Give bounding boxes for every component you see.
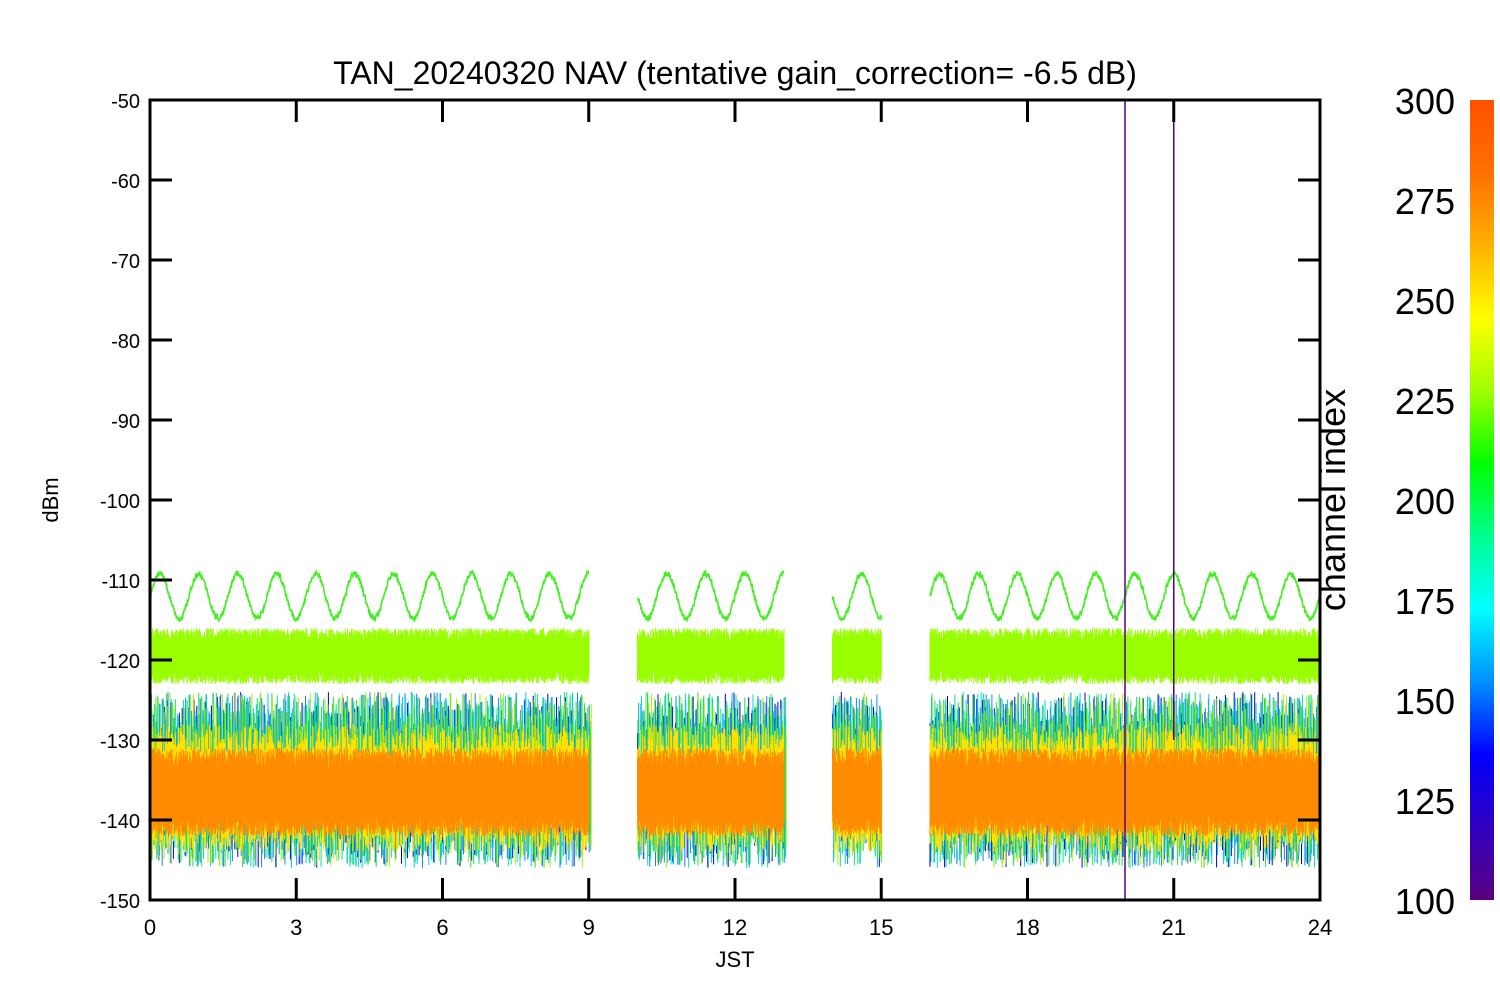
colorbar-tick-label: 275 bbox=[1395, 181, 1455, 222]
colorbar-tick-label: 175 bbox=[1395, 581, 1455, 622]
colorbar-tick-label: 300 bbox=[1395, 81, 1455, 122]
x-tick-label: 9 bbox=[583, 915, 595, 940]
x-tick-label: 6 bbox=[436, 915, 448, 940]
y-tick-label: -150 bbox=[100, 891, 140, 913]
series-upper-green-band bbox=[150, 628, 1320, 684]
x-tick-label: 21 bbox=[1162, 915, 1186, 940]
colorbar-tick-label: 100 bbox=[1395, 881, 1455, 922]
oscillating-trace bbox=[636, 569, 785, 623]
x-axis-label: JST bbox=[715, 947, 754, 972]
colorbar-tick-label: 200 bbox=[1395, 481, 1455, 522]
colorbar-tick-label: 150 bbox=[1395, 681, 1455, 722]
colorbar-ticks: 300 275 250 225 200 175 150 125 100 bbox=[1395, 81, 1455, 922]
series-upper-green-band-trace bbox=[637, 628, 785, 684]
x-tick-label: 15 bbox=[869, 915, 893, 940]
y-tick-label: -130 bbox=[100, 731, 140, 753]
plot-data-area bbox=[150, 100, 1320, 900]
y-tick-label: -90 bbox=[111, 411, 140, 433]
y-tick-label: -110 bbox=[101, 571, 140, 593]
y-axis-label: dBm bbox=[38, 477, 63, 522]
colorbar-tick-label: 125 bbox=[1395, 781, 1455, 822]
series-orange-channels bbox=[150, 748, 1320, 836]
series-upper-green-band-trace bbox=[832, 628, 882, 684]
series-orange-channels-trace bbox=[637, 748, 785, 836]
series-oscillating-channel bbox=[150, 568, 1320, 623]
y-tick-label: -100 bbox=[100, 491, 140, 513]
chart-title: TAN_20240320 NAV (tentative gain_correct… bbox=[333, 55, 1137, 91]
x-tick-label: 12 bbox=[723, 915, 747, 940]
x-tick-label: 24 bbox=[1308, 915, 1332, 940]
series-orange-channels-trace bbox=[832, 748, 882, 836]
oscillating-trace bbox=[150, 568, 590, 623]
colorbar-tick-label: 225 bbox=[1395, 381, 1455, 422]
y-tick-label: -50 bbox=[111, 91, 140, 113]
x-tick-label: 0 bbox=[144, 915, 156, 940]
x-axis-ticks: 0 3 6 9 12 15 18 21 24 bbox=[144, 100, 1332, 940]
colorbar bbox=[1470, 100, 1494, 900]
series-upper-green-band-trace bbox=[929, 628, 1320, 684]
y-tick-label: -70 bbox=[111, 251, 140, 273]
colorbar-tick-label: 250 bbox=[1395, 281, 1455, 322]
x-tick-label: 18 bbox=[1015, 915, 1039, 940]
oscillating-trace bbox=[831, 571, 882, 622]
series-orange-channels-trace bbox=[929, 748, 1320, 836]
x-tick-label: 3 bbox=[290, 915, 302, 940]
y-tick-label: -60 bbox=[111, 171, 140, 193]
y-axis-ticks: -50 -60 -70 -80 -90 -100 -110 -120 -130 -140 -150 bbox=[100, 91, 1320, 913]
y-tick-label: -80 bbox=[111, 331, 140, 353]
colorbar-label: channel index bbox=[1312, 389, 1353, 611]
y-tick-label: -140 bbox=[100, 811, 140, 833]
y-tick-label: -120 bbox=[100, 651, 140, 673]
